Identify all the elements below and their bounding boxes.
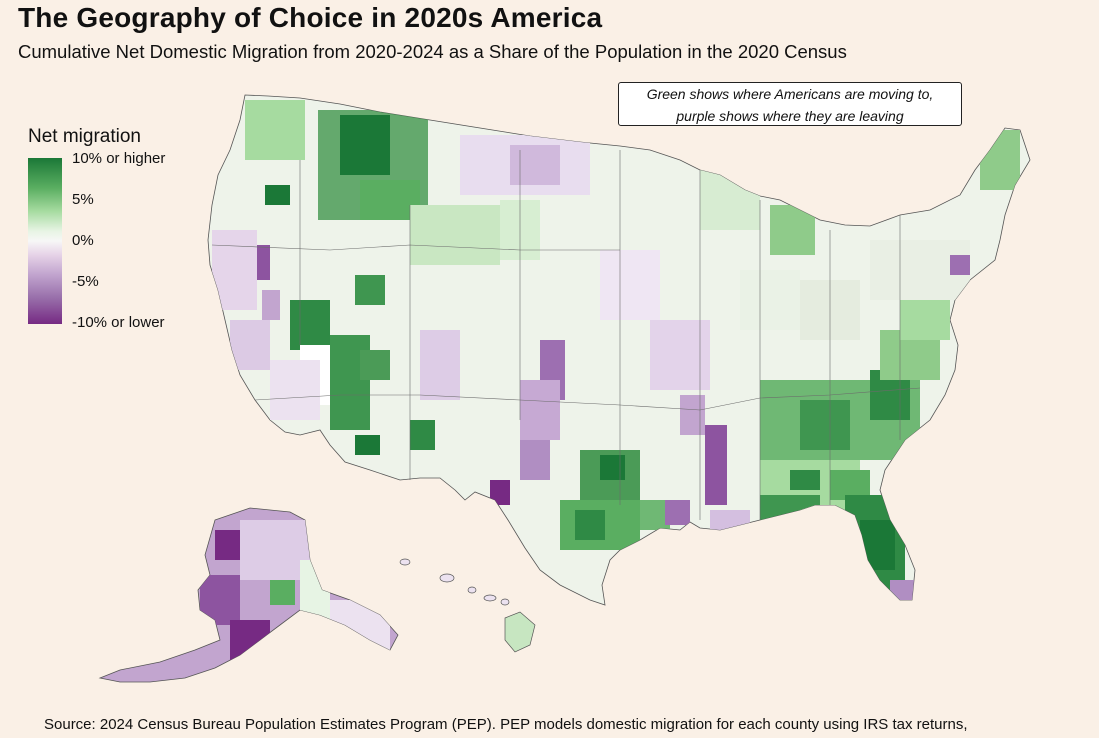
legend-title: Net migration [28,126,141,147]
hawaii [399,558,536,653]
contiguous-us [207,94,1031,606]
callout-line-2: purple shows where they are leaving [676,108,904,124]
source-note: Source: 2024 Census Bureau Population Es… [44,716,968,733]
legend-color-bar [28,158,62,324]
alaska [98,507,399,683]
map-subtitle: Cumulative Net Domestic Migration from 2… [18,41,847,62]
legend-label-low: -10% or lower [72,314,165,331]
map-callout: Green shows where Americans are moving t… [618,82,962,126]
state-lines [211,150,921,520]
legend-label-minus-5: -5% [72,273,99,290]
legend-label-5: 5% [72,191,94,208]
legend-label-0: 0% [72,232,94,249]
map-title: The Geography of Choice in 2020s America [18,2,603,33]
callout-line-1: Green shows where Americans are moving t… [646,86,934,102]
county-patches [212,100,1020,605]
legend-label-high: 10% or higher [72,150,166,167]
